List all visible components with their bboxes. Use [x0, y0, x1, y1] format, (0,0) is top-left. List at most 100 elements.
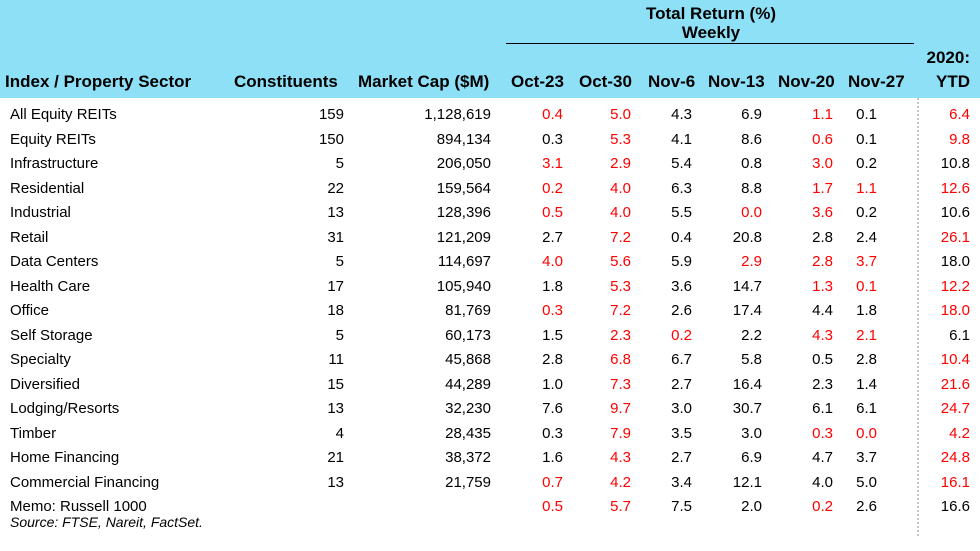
table-row: Health Care 17 105,940 1.8 5.3 3.6 14.7 1.3 0.1 1… [0, 274, 980, 298]
ytd-return-cell: 18.0 [940, 253, 970, 270]
weekly-return-cell: 4.4 [812, 302, 833, 319]
weekly-return-cell: 0.1 [856, 277, 877, 295]
sector-name: Equity REITs [10, 130, 96, 148]
table-row: Industrial 13 128,396 0.5 4.0 5.5 0.0 3.6 0.2 10.… [0, 200, 980, 224]
weekly-return-cell: 4.3 [812, 326, 833, 344]
sector-name: Commercial Financing [10, 473, 160, 491]
market-cap-cell: 105,940 [436, 277, 491, 295]
weekly-return-cell: 1.4 [856, 375, 877, 393]
weekly-return-cell: 6.1 [812, 400, 833, 417]
weekly-return-cell: 5.0 [856, 473, 877, 491]
weekly-return-cell: 2.8 [812, 253, 833, 270]
weekly-return-cell: 5.9 [671, 253, 692, 270]
weekly-return-cell: 1.1 [812, 106, 833, 123]
weekly-return-cell: 12.1 [732, 473, 762, 491]
weekly-return-cell: 0.5 [812, 351, 833, 368]
constituents-cell: 11 [328, 351, 344, 368]
ytd-return-cell: 16.6 [940, 498, 970, 515]
ytd-return-cell: 9.8 [949, 130, 970, 148]
table-row: Equity REITs 150 894,134 0.3 5.3 4.1 8.6 0.6 0.1… [0, 127, 980, 151]
weekly-return-cell: 0.0 [741, 204, 762, 221]
col-header-ytd: YTD [936, 72, 970, 91]
weekly-return-cell: 2.7 [671, 449, 692, 466]
constituents-cell: 22 [327, 179, 344, 197]
sector-name: Retail [10, 228, 49, 246]
ytd-return-cell: 6.4 [949, 106, 970, 123]
weekly-return-cell: 1.8 [856, 302, 877, 319]
ytd-return-cell: 24.7 [940, 400, 970, 417]
weekly-return-cell: 16.4 [732, 375, 762, 393]
weekly-return-cell: 4.1 [671, 130, 692, 148]
table-row: Timber 4 28,435 0.3 7.9 3.5 3.0 0.3 0.0 4.2 [0, 421, 980, 445]
weekly-return-cell: 7.3 [610, 375, 631, 393]
weekly-return-cell: 2.3 [610, 326, 631, 344]
weekly-return-cell: 0.8 [741, 155, 762, 172]
weekly-return-cell: 4.0 [610, 204, 631, 221]
constituents-cell: 4 [335, 424, 344, 442]
weekly-return-cell: 0.1 [856, 106, 877, 123]
weekly-return-cell: 3.7 [856, 253, 877, 270]
ytd-year-label: 2020: [926, 48, 970, 67]
sector-name: Residential [10, 179, 85, 197]
sector-name: Timber [10, 424, 57, 442]
weekly-return-cell: 3.5 [671, 424, 692, 442]
weekly-return-cell: 2.8 [812, 228, 833, 246]
weekly-return-cell: 5.7 [610, 498, 631, 515]
sector-name: Industrial [10, 204, 71, 221]
group-title-total-return: Total Return (%) [645, 4, 776, 23]
weekly-return-cell: 0.1 [856, 130, 877, 148]
col-header-constituents: Constituents [234, 72, 338, 91]
weekly-return-cell: 6.9 [741, 449, 762, 466]
weekly-return-cell: 5.4 [671, 155, 692, 172]
market-cap-cell: 21,759 [445, 473, 491, 491]
market-cap-cell: 32,230 [445, 400, 491, 417]
sector-name: Self Storage [10, 326, 93, 344]
weekly-return-cell: 0.4 [671, 228, 692, 246]
constituents-cell: 13 [327, 400, 344, 417]
weekly-return-cell: 1.5 [542, 326, 563, 344]
constituents-cell: 21 [327, 449, 344, 466]
weekly-return-cell: 1.6 [542, 449, 563, 466]
ytd-return-cell: 12.2 [940, 277, 970, 295]
table-row: Lodging/Resorts 13 32,230 7.6 9.7 3.0 30.7 6.1 6… [0, 396, 980, 420]
col-header-nov-20: Nov-20 [778, 72, 835, 91]
weekly-return-cell: 0.2 [856, 204, 877, 221]
market-cap-cell: 114,697 [437, 253, 491, 270]
weekly-return-cell: 5.6 [610, 253, 631, 270]
weekly-return-cell: 3.0 [741, 424, 762, 442]
weekly-return-cell: 4.3 [610, 449, 631, 466]
weekly-return-cell: 0.3 [812, 424, 833, 442]
weekly-return-cell: 0.5 [542, 498, 563, 515]
weekly-return-cell: 9.7 [610, 400, 631, 417]
constituents-cell: 15 [327, 375, 344, 393]
weekly-return-cell: 2.1 [856, 326, 877, 344]
sector-name: Data Centers [10, 253, 99, 270]
weekly-return-cell: 2.2 [741, 326, 762, 344]
table-row: Commercial Financing 13 21,759 0.7 4.2 3.4 12.… [0, 470, 980, 494]
weekly-return-cell: 2.6 [856, 498, 877, 515]
weekly-return-cell: 3.6 [812, 204, 833, 221]
weekly-return-cell: 4.0 [610, 179, 631, 197]
weekly-return-cell: 1.0 [542, 375, 563, 393]
weekly-return-cell: 20.8 [732, 228, 762, 246]
market-cap-cell: 60,173 [445, 326, 491, 344]
weekly-return-cell: 6.3 [671, 179, 692, 197]
weekly-return-cell: 6.1 [856, 400, 877, 417]
sector-name: Home Financing [10, 449, 120, 466]
group-title-weekly: Weekly [681, 23, 741, 42]
col-header-nov-13: Nov-13 [708, 72, 765, 91]
table-row: Specialty 11 45,868 2.8 6.8 6.7 5.8 0.5 2.8 10.4 [0, 347, 980, 371]
constituents-cell: 150 [318, 130, 344, 148]
weekly-return-cell: 2.8 [856, 351, 877, 368]
market-cap-cell: 45,868 [445, 351, 491, 368]
table-row: Self Storage 5 60,173 1.5 2.3 0.2 2.2 4.3 2.1 6.1 [0, 323, 980, 347]
weekly-return-cell: 8.6 [741, 130, 762, 148]
constituents-cell: 13 [327, 473, 344, 491]
weekly-return-cell: 14.7 [732, 277, 762, 295]
weekly-return-cell: 3.4 [671, 473, 692, 491]
weekly-return-cell: 2.6 [671, 302, 692, 319]
weekly-return-cell: 6.8 [610, 351, 631, 368]
market-cap-cell: 44,289 [445, 375, 491, 393]
market-cap-cell: 159,564 [436, 179, 491, 197]
ytd-return-cell: 10.6 [940, 204, 970, 221]
